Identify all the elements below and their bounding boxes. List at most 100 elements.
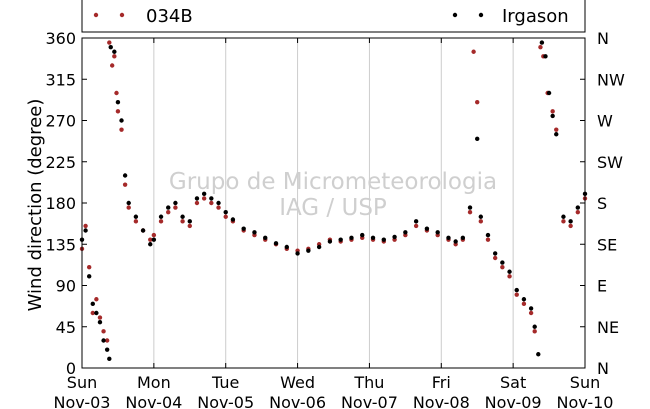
point-irgason: [338, 237, 343, 242]
y-axis-right: N NE E SE S SW W NW N: [597, 29, 625, 378]
legend-marker-irgason: [452, 12, 458, 18]
y-tick-label: 90: [56, 277, 76, 296]
point-irgason: [209, 196, 214, 201]
watermark-line-2: IAG / USP: [279, 195, 387, 221]
point-034b: [568, 223, 573, 229]
point-034b: [114, 90, 119, 96]
legend-box: [81, 0, 586, 33]
point-irgason: [349, 235, 354, 241]
y-tick-label: 270: [45, 112, 76, 131]
watermark-line-1: Grupo de Micrometeorologia: [169, 169, 497, 195]
point-irgason: [370, 235, 376, 241]
point-irgason: [528, 306, 534, 311]
point-irgason: [536, 352, 541, 357]
point-irgason: [532, 324, 537, 329]
point-034b: [86, 264, 92, 270]
point-irgason: [133, 214, 139, 219]
point-034b: [201, 196, 207, 201]
y-axis-left: 0 45 90 135 180 225 270 315 360: [45, 29, 585, 378]
point-irgason: [485, 232, 491, 238]
y-tick-label: 45: [56, 318, 76, 337]
y-tick-label-compass: S: [597, 194, 607, 213]
point-034b: [122, 182, 128, 187]
point-irgason: [223, 209, 228, 215]
x-tick-label-day: Tue: [211, 373, 239, 392]
point-034b: [528, 310, 534, 316]
legend: 034B Irgason: [81, 0, 586, 33]
x-tick-label-day: Thu: [353, 373, 384, 392]
point-irgason: [453, 239, 458, 244]
x-tick-label-day: Mon: [137, 373, 171, 392]
watermark: Grupo de Micrometeorologia IAG / USP: [169, 169, 497, 221]
point-irgason: [575, 205, 581, 210]
point-irgason: [554, 132, 559, 137]
point-irgason: [108, 44, 113, 50]
point-irgason: [166, 205, 171, 210]
grid: [153, 38, 514, 368]
data-points: [79, 40, 588, 362]
point-034b: [561, 219, 566, 224]
x-tick-label-day: Wed: [280, 373, 315, 392]
x-tick-label-date: Nov-10: [557, 393, 614, 409]
point-irgason: [327, 239, 333, 244]
point-irgason: [97, 319, 103, 325]
point-034b: [148, 237, 153, 242]
point-irgason: [306, 248, 311, 253]
y-tick-label: 360: [45, 29, 76, 48]
point-irgason: [467, 205, 473, 210]
point-irgason: [435, 230, 440, 235]
point-irgason: [561, 214, 566, 219]
point-irgason: [86, 274, 92, 279]
point-irgason: [424, 226, 430, 231]
y-tick-label-compass: NE: [597, 318, 619, 337]
y-tick-label-compass: N: [597, 359, 609, 378]
point-034b: [180, 219, 185, 224]
y-tick-label: 225: [45, 153, 76, 172]
point-034b: [216, 205, 221, 210]
point-irgason: [148, 242, 153, 247]
point-irgason: [514, 287, 519, 293]
point-irgason: [500, 260, 505, 265]
point-irgason: [90, 301, 95, 307]
legend-label-034b: 034B: [146, 6, 193, 27]
point-irgason: [140, 228, 146, 233]
x-axis: SunNov-03MonNov-04TueNov-05WedNov-06ThuN…: [54, 38, 614, 409]
point-irgason: [403, 230, 408, 235]
point-034b: [158, 219, 164, 224]
x-tick-label-day: Sat: [500, 373, 526, 392]
point-034b: [126, 205, 131, 210]
x-tick-label-date: Nov-06: [269, 393, 326, 409]
point-034b: [471, 49, 476, 54]
point-irgason: [360, 232, 365, 238]
y-tick-label-compass: NW: [597, 70, 625, 89]
point-irgason: [539, 40, 545, 45]
point-irgason: [478, 214, 484, 219]
y-tick-label: 135: [45, 235, 76, 254]
point-irgason: [507, 269, 512, 274]
x-tick-label-date: Nov-03: [54, 393, 111, 409]
point-034b: [507, 274, 512, 279]
point-034b: [194, 200, 200, 206]
point-irgason: [151, 237, 157, 242]
legend-label-irgason: Irgason: [502, 6, 569, 27]
point-034b: [97, 315, 103, 320]
point-irgason: [94, 310, 99, 316]
point-034b: [166, 209, 171, 215]
x-tick-label-day: Sun: [67, 373, 97, 392]
x-tick-label-date: Nov-08: [413, 393, 470, 409]
point-irgason: [101, 338, 106, 343]
legend-marker-034b: [119, 12, 125, 18]
point-034b: [475, 99, 480, 105]
point-irgason: [546, 90, 552, 96]
point-irgason: [295, 251, 300, 256]
point-irgason: [241, 226, 246, 231]
x-tick-label-date: Nov-07: [341, 393, 398, 409]
x-tick-label-date: Nov-09: [485, 393, 542, 409]
point-034b: [133, 219, 139, 224]
y-tick-label-compass: SW: [597, 153, 623, 172]
point-034b: [173, 205, 178, 210]
x-tick-label-date: Nov-04: [125, 393, 182, 409]
y-tick-label-compass: E: [597, 277, 607, 296]
point-034b: [223, 214, 228, 219]
